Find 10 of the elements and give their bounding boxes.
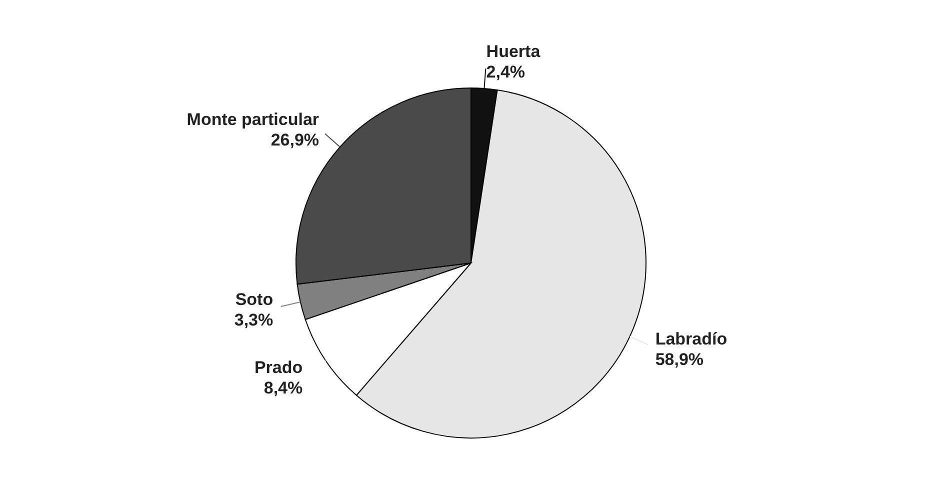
slice-label: Soto: [235, 290, 274, 309]
slice-label: Monte particular: [186, 110, 320, 130]
slice-label: Huerta: [486, 42, 541, 62]
data-label: 2,4%: [486, 62, 526, 82]
data-label: 58,9%: [655, 350, 704, 370]
data-label: 8,4%: [264, 378, 303, 398]
slice-label: Labradío: [655, 330, 728, 349]
data-label: 3,3%: [234, 310, 274, 330]
data-label: 26,9%: [270, 130, 320, 150]
slice-label: Prado: [254, 358, 303, 378]
